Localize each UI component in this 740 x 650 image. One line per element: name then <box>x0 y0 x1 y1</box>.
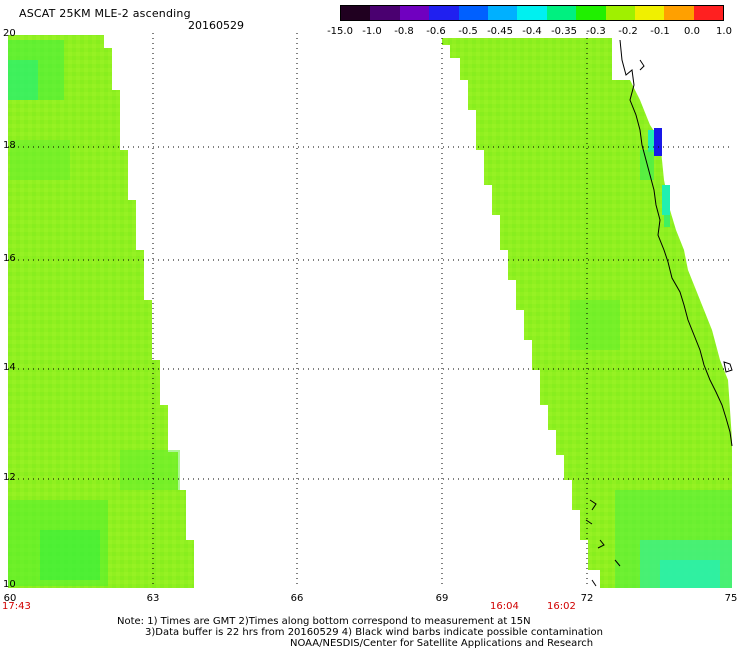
lat-label-16: 16 <box>3 253 16 264</box>
color-scale-label: 0.0 <box>684 26 700 37</box>
note-line-1: Note: 1) Times are GMT 2)Times along bot… <box>117 616 531 627</box>
lon-label-75: 75 <box>724 593 738 604</box>
color-scale-label: -0.4 <box>522 26 542 37</box>
lat-label-14: 14 <box>3 362 16 373</box>
lon-label-60: 60 <box>3 593 17 604</box>
color-scale-segment <box>693 6 724 20</box>
note-line-2: 3)Data buffer is 22 hrs from 20160529 4)… <box>145 627 603 638</box>
coastline <box>585 39 733 587</box>
lat-label-12: 12 <box>3 472 16 483</box>
color-scale-label: -0.8 <box>394 26 414 37</box>
lat-label-20: 20 <box>3 28 16 39</box>
map-date: 20160529 <box>188 19 244 32</box>
lat-label-10: 10 <box>3 579 16 590</box>
grid <box>8 33 732 588</box>
color-scale-label: -0.2 <box>618 26 638 37</box>
lon-label-66: 66 <box>290 593 304 604</box>
color-scale-label: -0.3 <box>586 26 606 37</box>
color-scale-segment <box>546 6 577 20</box>
lon-label-63: 63 <box>146 593 160 604</box>
color-scale-label: -1.0 <box>362 26 382 37</box>
color-scale-label: -15.0 <box>327 26 353 37</box>
color-scale-segment <box>399 6 430 20</box>
color-scale-label: -0.6 <box>426 26 446 37</box>
time-label-right: 16:02 <box>547 601 576 612</box>
map-title: ASCAT 25KM MLE-2 ascending <box>19 7 191 20</box>
color-scale-segment <box>576 6 606 20</box>
color-scale-segment <box>341 6 371 20</box>
color-scale-segment <box>605 6 635 20</box>
time-label-mid: 16:04 <box>490 601 519 612</box>
color-scale-segment <box>487 6 518 20</box>
color-scale-label: -0.45 <box>487 26 513 37</box>
lat-label-18: 18 <box>3 140 16 151</box>
lon-label-72: 72 <box>580 593 594 604</box>
color-scale-segment <box>458 6 488 20</box>
color-scale-segment <box>370 6 400 20</box>
color-scale-label: -0.5 <box>458 26 478 37</box>
left-swath <box>8 35 194 588</box>
note-line-3: NOAA/NESDIS/Center for Satellite Applica… <box>290 638 594 649</box>
color-scale-label: 1.0 <box>716 26 732 37</box>
color-scale-segment <box>517 6 547 20</box>
color-scale-bar <box>340 5 724 21</box>
color-scale-segment <box>664 6 694 20</box>
lon-label-69: 69 <box>435 593 449 604</box>
color-scale-label: -0.1 <box>650 26 670 37</box>
color-scale-label: -0.35 <box>551 26 577 37</box>
color-scale-segment <box>429 6 459 20</box>
time-label-left: 17:43 <box>2 601 31 612</box>
color-scale-segment <box>634 6 665 20</box>
